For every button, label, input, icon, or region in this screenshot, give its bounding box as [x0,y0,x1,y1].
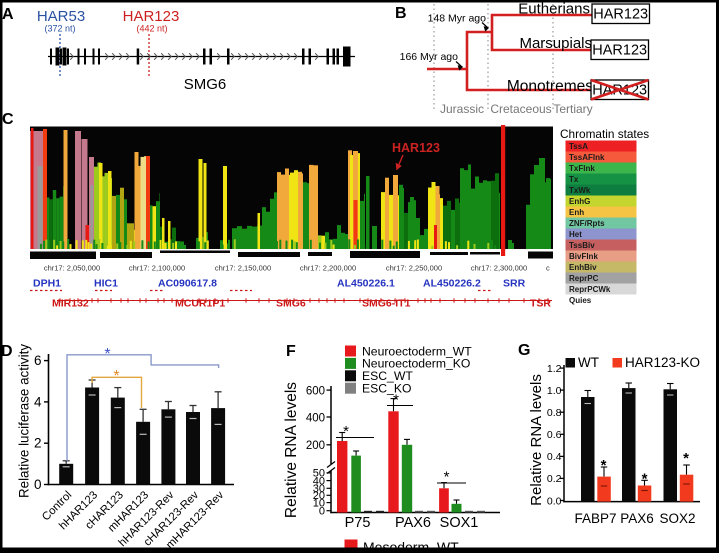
svg-text:FABP7: FABP7 [574,511,616,526]
svg-text:C: C [2,111,14,128]
svg-text:Eutherians: Eutherians [518,1,590,18]
svg-text:HAR123: HAR123 [123,8,180,25]
svg-text:200: 200 [306,440,325,452]
svg-text:BivFlnk: BivFlnk [569,252,598,261]
svg-text:Tx: Tx [569,175,579,184]
svg-text:0.0: 0.0 [547,495,562,507]
svg-text:10: 10 [313,497,325,509]
svg-text:SMG6: SMG6 [276,298,306,310]
svg-text:HAR123: HAR123 [592,43,647,59]
svg-text:chr17: 2,100,000: chr17: 2,100,000 [129,264,185,273]
svg-text:TssBiv: TssBiv [569,241,595,250]
svg-text:4: 4 [34,394,42,409]
svg-text:AC090617.8: AC090617.8 [158,278,217,290]
svg-text:0: 0 [319,506,325,518]
svg-text:166 Myr ago: 166 Myr ago [400,51,459,63]
svg-text:*: * [393,392,399,409]
svg-text:chr17: 2,250,000: chr17: 2,250,000 [386,264,442,273]
svg-text:chr17: 2,300,000: chr17: 2,300,000 [471,264,527,273]
svg-text:AL450226.2: AL450226.2 [423,278,481,290]
svg-text:0.8: 0.8 [547,407,562,419]
svg-text:ReprPCWk: ReprPCWk [569,285,611,294]
svg-text:Relative RNA levels: Relative RNA levels [528,374,545,506]
svg-text:HAR123-KO: HAR123-KO [625,355,700,370]
svg-text:B: B [395,5,407,22]
svg-text:*: * [444,469,450,486]
svg-text:(372 nt): (372 nt) [44,24,75,34]
svg-text:Relative RNA levels: Relative RNA levels [283,382,300,518]
svg-text:Chromatin states: Chromatin states [560,127,649,141]
svg-text:SOX2: SOX2 [659,511,695,526]
svg-text:SOX1: SOX1 [440,515,479,531]
svg-text:1.0: 1.0 [547,385,562,397]
svg-text:DPH1: DPH1 [33,278,61,290]
svg-text:1.2: 1.2 [547,363,562,375]
svg-text:ESC_WT: ESC_WT [362,369,413,383]
svg-text:Het: Het [569,230,582,239]
svg-text:400: 400 [306,412,325,424]
svg-text:HIC1: HIC1 [94,278,118,290]
svg-text:TssAFlnk: TssAFlnk [569,153,605,162]
svg-text:HAR123: HAR123 [593,7,648,23]
svg-text:chr17: 2,150,000: chr17: 2,150,000 [215,264,271,273]
svg-text:AL450226.1: AL450226.1 [337,278,395,290]
svg-text:TxWk: TxWk [569,186,591,195]
svg-text:EnhG: EnhG [569,197,590,206]
svg-text:G: G [518,342,530,359]
svg-text:Jurassic: Jurassic [440,102,484,116]
svg-text:Enh: Enh [569,208,584,217]
svg-text:SMG6-IT1: SMG6-IT1 [362,298,411,310]
svg-text:0.4: 0.4 [547,451,562,463]
svg-text:HAR123: HAR123 [392,141,440,155]
svg-text:20: 20 [313,490,325,502]
svg-text:30: 30 [313,483,325,495]
svg-text:P75: P75 [345,515,371,531]
svg-text:SRR: SRR [503,278,526,290]
svg-text:*: * [113,368,119,385]
svg-text:148 Myr ago: 148 Myr ago [428,13,487,25]
svg-text:Quies: Quies [569,296,592,305]
svg-text:chr17: 2,200,000: chr17: 2,200,000 [300,264,356,273]
svg-text:TxFlnk: TxFlnk [569,164,595,173]
svg-text:ZNF/Rpts: ZNF/Rpts [569,219,605,228]
svg-text:Monotremes: Monotremes [507,78,593,95]
svg-text:6: 6 [34,353,42,368]
svg-text:Neuroectoderm_WT: Neuroectoderm_WT [362,344,472,358]
svg-text:*: * [343,423,349,440]
svg-text:*: * [642,471,648,488]
svg-text:0.2: 0.2 [547,473,562,485]
svg-text:Tertiary: Tertiary [553,102,592,116]
svg-text:A: A [2,6,14,23]
svg-text:SMG6: SMG6 [184,76,227,93]
svg-text:40: 40 [313,475,325,487]
svg-text:PAX6: PAX6 [395,515,431,531]
svg-text:Marsupials: Marsupials [519,35,592,52]
svg-text:HAR53: HAR53 [37,8,85,25]
svg-text:(442 nt): (442 nt) [136,24,167,34]
svg-text:Neuroectoderm_KO: Neuroectoderm_KO [362,357,470,371]
svg-text:ReprPC: ReprPC [569,274,599,283]
svg-text:TssA: TssA [569,142,588,151]
svg-text:Relative luciferase activity: Relative luciferase activity [17,344,32,498]
svg-text:*: * [683,450,689,467]
svg-text:*: * [601,457,607,474]
svg-text:c: c [546,264,550,273]
svg-text:D: D [1,343,13,360]
svg-text:WT: WT [578,355,599,370]
svg-text:50: 50 [313,468,325,480]
svg-text:Cretaceous: Cretaceous [490,102,551,116]
svg-text:chr17: 2,050,000: chr17: 2,050,000 [44,264,100,273]
svg-text:PAX6: PAX6 [620,511,654,526]
svg-text:600: 600 [306,385,325,397]
svg-text:0.6: 0.6 [547,429,562,441]
svg-text:ESC_KO: ESC_KO [362,382,411,396]
svg-text:0: 0 [34,477,42,492]
svg-text:F: F [286,343,296,360]
svg-text:*: * [104,346,110,363]
svg-text:EnhBiv: EnhBiv [569,263,597,272]
svg-text:2: 2 [34,436,42,451]
